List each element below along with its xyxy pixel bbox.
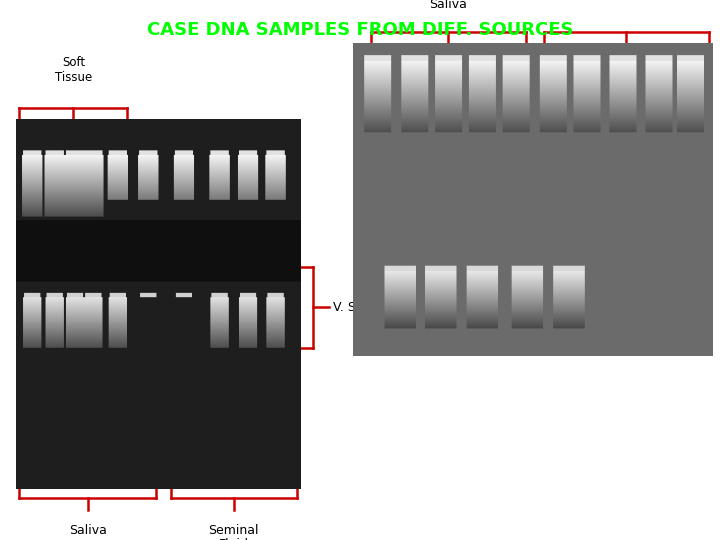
Text: CASE DNA SAMPLES FROM DIFF. SOURCES: CASE DNA SAMPLES FROM DIFF. SOURCES bbox=[147, 21, 573, 38]
Text: Seminal
Fluid: Seminal Fluid bbox=[208, 524, 259, 540]
Text: Soft
Tissue: Soft Tissue bbox=[55, 56, 92, 84]
Text: V. S: V. S bbox=[333, 301, 356, 314]
Text: Saliva: Saliva bbox=[429, 0, 467, 11]
Text: Cig. Butts: Cig. Butts bbox=[576, 259, 652, 273]
Text: Saliva: Saliva bbox=[69, 524, 107, 537]
